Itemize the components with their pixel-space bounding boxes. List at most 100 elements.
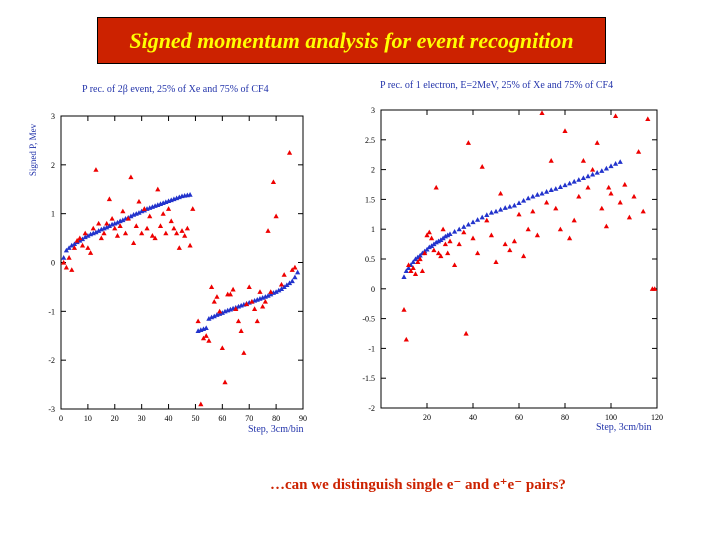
data-point-series-2 [433,184,439,190]
x-tick-label: 70 [245,414,253,423]
data-point-series-2 [406,262,412,268]
y-tick-label: 0 [371,285,375,294]
data-point-series-1 [493,208,499,214]
data-point-series-1 [613,161,619,166]
data-point-series-1 [120,217,126,223]
data-point-series-1 [507,203,513,209]
data-point-series-2 [174,230,180,236]
data-point-series-2 [187,242,193,248]
data-point-series-2 [422,250,428,256]
chart-1-xlabel: Step, 3cm/bin [248,424,304,435]
data-point-series-2 [447,238,453,244]
data-point-series-2 [415,259,421,265]
x-tick-label: 60 [515,413,523,422]
data-point-series-1 [289,278,295,284]
data-point-series-2 [594,140,600,145]
data-point-series-2 [182,233,188,238]
data-point-series-1 [470,219,476,225]
data-point-series-2 [179,228,185,233]
data-point-series-2 [617,199,623,205]
data-point-series-1 [71,241,78,247]
data-point-series-1 [440,235,446,241]
data-point-series-2 [273,213,279,219]
data-point-series-2 [233,306,239,311]
data-point-series-1 [498,206,504,212]
data-point-series-2 [412,271,419,276]
data-point-series-2 [585,184,591,190]
data-point-series-2 [82,230,88,236]
data-point-series-2 [163,230,169,236]
y-tick-label: -2 [368,404,375,413]
data-point-series-2 [429,235,435,241]
data-point-series-1 [406,265,412,271]
data-point-series-2 [262,298,268,304]
data-point-series-2 [147,213,153,219]
data-point-series-2 [66,255,72,260]
caption-question: …can we distinguish single e⁻ and e⁺e⁻ p… [270,477,566,493]
data-point-series-2 [141,206,147,211]
data-point-series-2 [160,211,166,216]
y-tick-label: 2.5 [365,136,375,145]
data-point-series-1 [66,245,72,250]
data-point-series-1 [576,177,582,182]
data-point-series-2 [243,301,250,307]
data-point-series-2 [219,345,225,351]
chart-2-xlabel: Step, 3cm/bin [596,422,652,433]
data-point-series-2 [507,247,513,253]
data-point-series-2 [475,250,481,256]
data-point-series-1 [96,228,102,233]
data-point-series-1 [580,175,586,181]
data-point-series-2 [286,150,293,155]
data-point-series-1 [136,210,142,215]
data-point-series-1 [114,219,121,225]
y-tick-label: 1 [371,225,375,234]
data-point-series-1 [553,186,559,191]
data-point-series-2 [278,281,285,287]
data-point-series-1 [599,168,605,173]
data-point-series-1 [295,269,301,275]
data-point-series-1 [281,284,287,289]
data-point-series-2 [465,140,471,145]
x-tick-label: 10 [84,414,92,423]
data-point-series-2 [265,228,271,233]
data-point-series-2 [511,238,517,244]
data-point-series-1 [203,325,209,331]
data-point-series-2 [493,259,499,265]
chart-1-title: P rec. of 2β event, 25% of Xe and 75% of… [82,84,269,95]
data-point-series-2 [96,220,102,226]
data-point-series-1 [594,169,600,175]
data-point-series-2 [198,401,204,407]
data-point-series-2 [252,306,258,311]
data-point-series-1 [292,274,298,280]
data-point-series-1 [219,310,225,315]
data-point-series-1 [461,224,467,229]
data-point-series-2 [90,225,96,231]
data-point-series-2 [539,110,545,116]
data-point-series-2 [184,225,190,231]
data-point-series-2 [281,272,287,277]
y-tick-label: 2 [51,161,55,170]
data-point-series-2 [580,158,586,163]
x-tick-label: 50 [191,414,199,423]
data-point-series-2 [461,229,467,235]
data-point-series-2 [241,350,247,355]
data-point-series-2 [98,235,104,241]
data-point-series-1 [187,192,193,197]
data-point-series-1 [557,184,563,189]
data-point-series-2 [112,225,118,231]
chart-2-title: P rec. of 1 electron, E=2MeV, 25% of Xe … [380,80,614,91]
data-point-series-1 [567,180,573,186]
data-point-series-2 [211,298,217,304]
data-point-series-1 [276,287,282,293]
data-point-series-2 [403,336,409,342]
data-point-series-2 [268,289,274,294]
data-point-series-2 [544,199,550,205]
data-point-series-2 [442,241,448,247]
data-point-series-1 [424,246,430,252]
y-tick-label: -3 [48,405,55,414]
x-tick-label: 100 [605,413,617,422]
x-tick-label: 80 [272,414,280,423]
data-point-series-2 [456,241,462,247]
data-point-series-2 [479,164,485,169]
y-tick-label: 0 [51,259,55,268]
